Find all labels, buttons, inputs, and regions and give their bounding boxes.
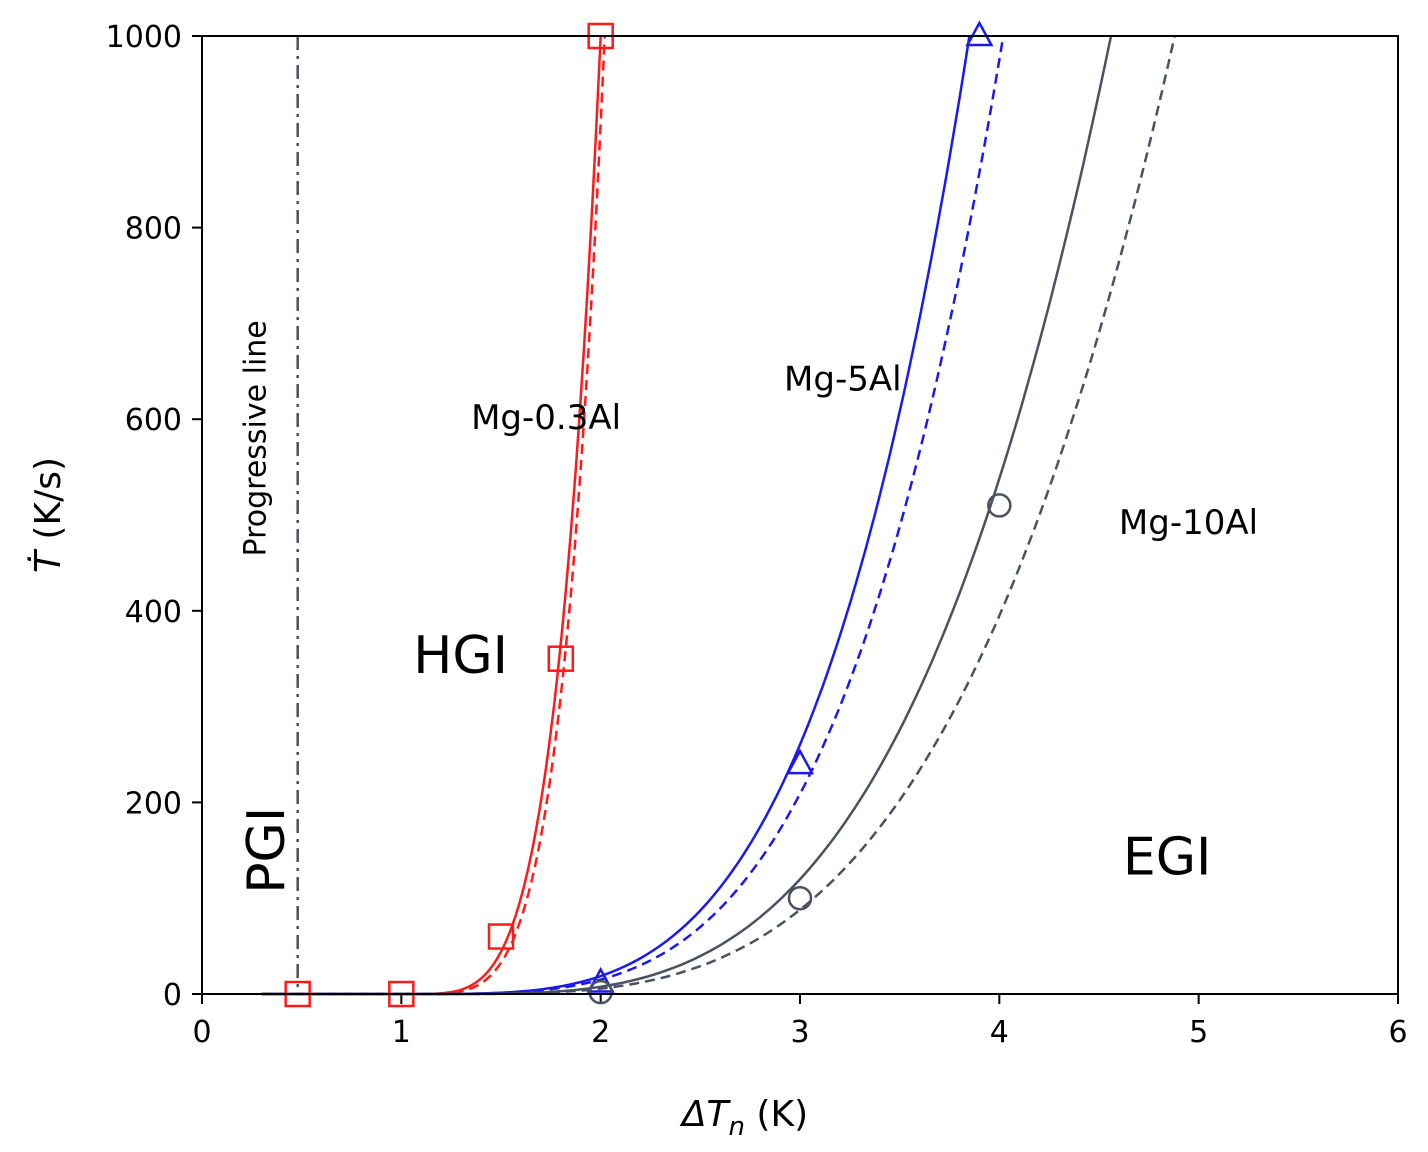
marker-square <box>547 645 575 672</box>
marker-circle <box>787 885 813 911</box>
x-tick-label: 4 <box>990 1015 1009 1050</box>
x-axis-title: ΔTn (K) <box>679 1094 808 1142</box>
y-axis-unit: (K/s) <box>28 457 69 551</box>
marker-triangle <box>785 748 815 775</box>
progressive-line-label: Progressive line <box>239 320 274 556</box>
marker-circle <box>987 493 1012 518</box>
plot-frame <box>201 35 1399 995</box>
series-label: Mg-5Al <box>784 359 902 399</box>
x-tick-label: 0 <box>192 1015 211 1050</box>
labels: Mg-0.3Al Mg-5Al Mg-10Al PGI HGI EGI <box>237 359 1258 893</box>
marker-triangle <box>586 966 615 993</box>
region-label-EGI: EGI <box>1123 827 1212 887</box>
progressive-line-group: Progressive line <box>239 36 299 994</box>
curve-dashed-Mg-10Al <box>261 35 1176 996</box>
region-label-PGI: PGI <box>237 807 297 894</box>
marker-square <box>487 923 515 950</box>
y-tick-label: 800 <box>125 212 182 247</box>
x-axis-symbol: ΔT <box>679 1094 732 1135</box>
y-tick-label: 200 <box>125 786 182 821</box>
x-axis-subscript: n <box>729 1112 745 1142</box>
series-label: Mg-10Al <box>1119 503 1258 543</box>
x-ticks: 0 1 2 3 4 5 6 <box>192 994 1408 1050</box>
x-axis-unit: (K) <box>745 1094 808 1135</box>
x-tick-label: 3 <box>790 1015 809 1050</box>
y-axis-title: Ṫ (K/s) <box>27 457 69 573</box>
series-label: Mg-0.3Al <box>471 398 621 438</box>
y-tick-label: 400 <box>125 595 182 630</box>
marker-triangle <box>965 20 994 47</box>
y-tick-label: 600 <box>125 403 182 438</box>
y-tick-label: 1000 <box>106 20 182 55</box>
x-tick-label: 1 <box>392 1015 411 1050</box>
region-label-HGI: HGI <box>413 626 508 686</box>
x-tick-label: 6 <box>1388 1015 1407 1050</box>
y-ticks: 0 200 400 600 800 1000 <box>106 20 202 1013</box>
y-axis-symbol: Ṫ <box>27 548 69 573</box>
marker-circle <box>588 979 613 1005</box>
x-tick-label: 2 <box>591 1015 610 1050</box>
curve-dashed-Mg-5Al <box>261 35 1005 996</box>
plot-area <box>202 36 1398 994</box>
curve-solid-Mg-10Al <box>261 35 1113 996</box>
y-tick-label: 0 <box>163 978 182 1013</box>
x-tick-label: 5 <box>1189 1015 1208 1050</box>
